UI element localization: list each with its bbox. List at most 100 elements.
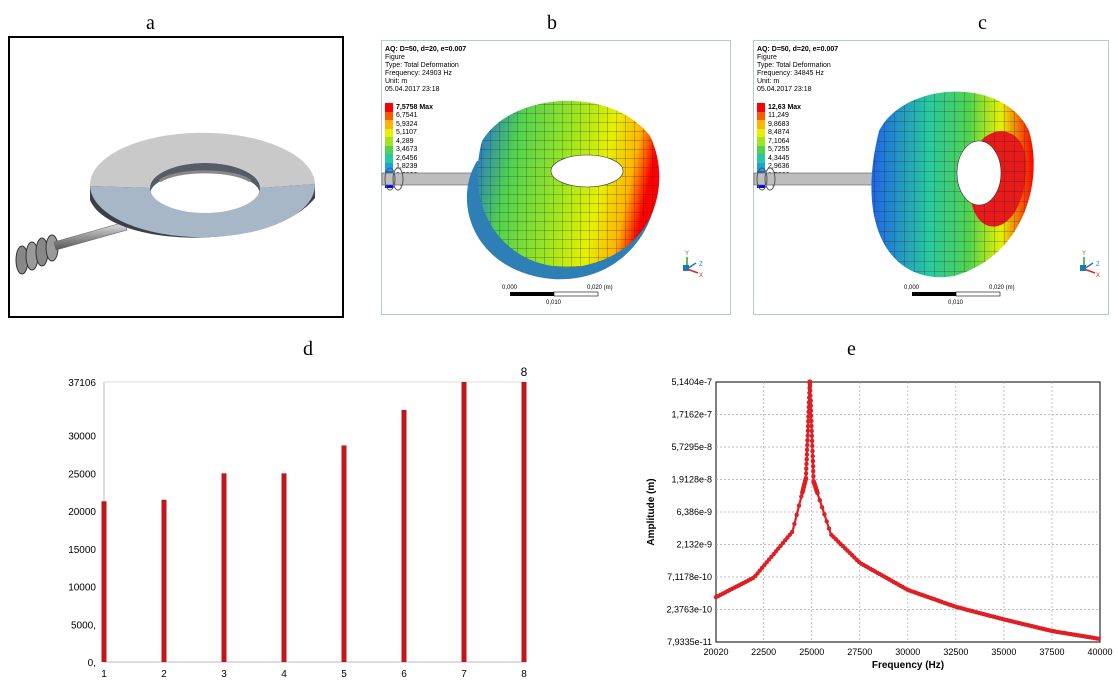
x-tick-label: 6 bbox=[401, 669, 407, 680]
legend-value: 7,5758 Max bbox=[396, 103, 433, 111]
sim-c-header-line: Frequency: 34845 Hz bbox=[757, 70, 824, 77]
legend-value: 7,1064 bbox=[768, 137, 790, 145]
data-point bbox=[796, 503, 802, 508]
data-point bbox=[799, 494, 804, 499]
simulation-panel-b: AQ: D=50, d=20, e=0.007 Figure Type: Tot… bbox=[381, 40, 731, 315]
sim-b-header-line: Unit: m bbox=[385, 78, 408, 85]
data-point bbox=[804, 461, 809, 467]
axis-triad-icon: Y Z X bbox=[1080, 251, 1100, 279]
legend-row: 5,9324 bbox=[385, 120, 433, 129]
data-point bbox=[803, 471, 809, 476]
sim-c-header-line: Unit: m bbox=[757, 78, 780, 85]
y-tick-label: 37106 bbox=[68, 378, 96, 389]
coil-icon bbox=[15, 234, 59, 275]
data-point bbox=[809, 433, 815, 439]
sim-b-mesh-image: Y Z X 0,000 0,020 (m) 0,010 bbox=[381, 100, 703, 306]
sim-c-header-line: 05.04.2017 23:18 bbox=[757, 86, 812, 93]
legend-swatch bbox=[757, 145, 765, 154]
triad-z-label: Z bbox=[1096, 262, 1100, 268]
sim-b-header-line: Frequency: 24903 Hz bbox=[385, 70, 452, 77]
legend-swatch bbox=[385, 120, 393, 129]
washer-render-panel bbox=[8, 36, 344, 318]
legend-swatch bbox=[385, 137, 393, 146]
legend-row: 8,4874 bbox=[757, 128, 807, 137]
legend-swatch bbox=[757, 154, 765, 163]
scale-right-label: 0,020 (m) bbox=[587, 285, 613, 291]
data-point bbox=[811, 474, 816, 479]
y-tick-label: 5,1404e-7 bbox=[671, 377, 712, 387]
legend-row: 11,249 bbox=[757, 111, 807, 120]
scale-bar: 0,000 0,020 (m) 0,010 bbox=[904, 285, 1015, 306]
x-tick-label: 20020 bbox=[703, 647, 728, 657]
y-tick-label: 0, bbox=[88, 658, 96, 669]
y-tick-label: 1,7162e-7 bbox=[671, 410, 712, 420]
data-point bbox=[805, 433, 810, 438]
legend-row: 3,4673 bbox=[385, 145, 433, 154]
y-tick-label: 5000, bbox=[71, 620, 96, 631]
legend-swatch bbox=[385, 162, 393, 171]
legend-value: 12,63 Max bbox=[768, 103, 802, 111]
data-point bbox=[809, 438, 815, 444]
panel-label-e: e bbox=[847, 338, 856, 360]
y-tick-label: 10000 bbox=[68, 583, 96, 594]
panel-label-a: a bbox=[146, 12, 155, 34]
y-tick-label: 2,3763e-10 bbox=[666, 605, 712, 615]
legend-swatch bbox=[385, 103, 393, 112]
x-tick-label: 27500 bbox=[847, 647, 872, 657]
x-tick-label: 37500 bbox=[1039, 647, 1064, 657]
data-point bbox=[808, 408, 814, 413]
sim-c-header-line: Type: Total Deformation bbox=[757, 62, 831, 69]
scale-bar: 0,000 0,020 (m) 0,010 bbox=[502, 285, 613, 306]
x-tick-label: 7 bbox=[461, 669, 467, 680]
panel-label-b: b bbox=[547, 12, 557, 34]
data-point bbox=[808, 413, 814, 418]
data-point bbox=[804, 447, 810, 452]
legend-value: 4,289 bbox=[396, 137, 414, 145]
data-point bbox=[817, 498, 822, 503]
data-point bbox=[810, 464, 816, 469]
data-point bbox=[808, 388, 813, 393]
scale-left-label: 0,000 bbox=[502, 285, 518, 291]
legend-swatch bbox=[385, 145, 393, 154]
y-tick-label: 30000 bbox=[68, 432, 96, 443]
data-point bbox=[811, 469, 816, 474]
bar bbox=[161, 499, 167, 662]
data-point bbox=[826, 526, 832, 531]
simulation-panel-c: AQ: D=50, d=20, e=0.007 Figure Type: Tot… bbox=[753, 40, 1109, 315]
data-point bbox=[824, 519, 829, 524]
legend-value: 5,7255 bbox=[768, 146, 790, 154]
data-point bbox=[810, 453, 815, 459]
bar bbox=[521, 382, 527, 662]
triad-x-label: X bbox=[1096, 273, 1100, 279]
x-axis-title: Frequency (Hz) bbox=[872, 660, 944, 671]
legend-row: 1,8239 bbox=[385, 162, 433, 171]
data-point bbox=[805, 438, 810, 443]
peak-point bbox=[807, 379, 813, 385]
sim-c-mesh-image: Y Z X 0,000 0,020 (m) 0,010 bbox=[753, 91, 1100, 306]
legend-row: 5,7255 bbox=[757, 145, 807, 154]
data-point bbox=[809, 423, 814, 429]
data-point bbox=[809, 428, 814, 434]
legend-value: 9,8683 bbox=[768, 120, 790, 128]
data-point bbox=[815, 490, 820, 496]
legend-swatch bbox=[385, 111, 393, 120]
scale-mid-label: 0,010 bbox=[546, 300, 562, 306]
data-point bbox=[810, 448, 815, 454]
data-point bbox=[809, 418, 814, 423]
x-tick-label: 4 bbox=[281, 669, 287, 680]
panel-label-c: c bbox=[978, 12, 987, 34]
y-tick-label: 15000 bbox=[68, 545, 96, 556]
y-tick-label: 20000 bbox=[68, 507, 96, 518]
legend-value: 6,7541 bbox=[396, 112, 418, 120]
legend-swatch bbox=[757, 137, 765, 146]
data-point bbox=[819, 505, 825, 510]
legend-row: 6,7541 bbox=[385, 111, 433, 120]
x-tick-label: 5 bbox=[341, 669, 347, 680]
bar bbox=[221, 473, 227, 662]
x-tick-label: 1 bbox=[101, 669, 107, 680]
legend-value: 8,4874 bbox=[768, 129, 790, 137]
y-axis-title: Amplitude (m) bbox=[646, 478, 657, 545]
scale-mid-label: 0,010 bbox=[948, 300, 964, 306]
data-point bbox=[804, 466, 809, 471]
data-point bbox=[804, 457, 809, 462]
